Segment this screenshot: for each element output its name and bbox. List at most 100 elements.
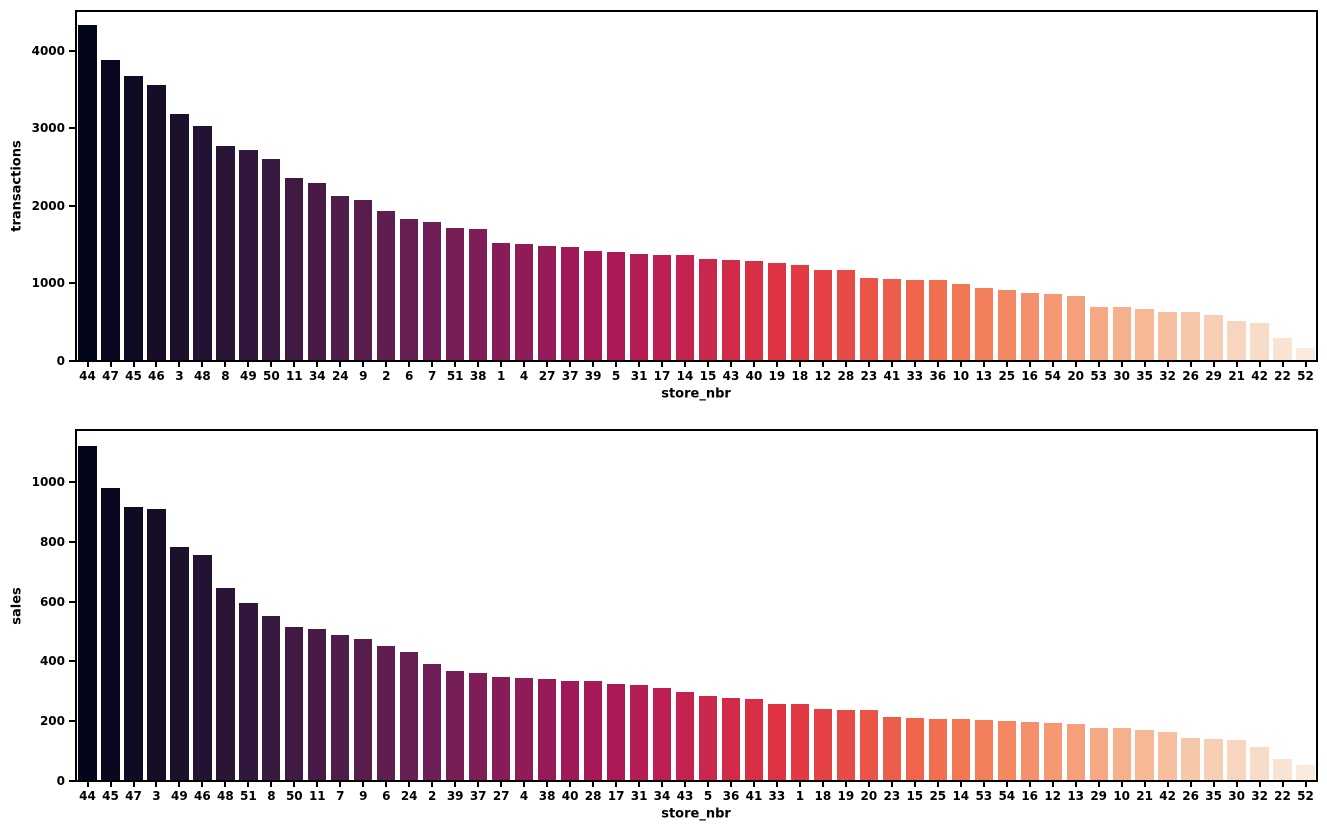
bar-store-39: [446, 670, 465, 781]
x-tick-mark: [1051, 781, 1054, 787]
x-tick-label: 26: [1182, 369, 1199, 383]
x-tick-mark: [454, 361, 457, 367]
bar-store-50: [262, 159, 281, 361]
x-tick-mark: [132, 361, 135, 367]
bar-store-2: [377, 210, 396, 361]
x-tick-mark: [775, 361, 778, 367]
x-tick-mark: [316, 781, 319, 787]
bar-store-7: [331, 635, 350, 781]
x-tick-label: 9: [359, 789, 368, 803]
bar-store-1: [790, 704, 810, 781]
x-tick-label: 29: [1205, 369, 1222, 383]
bar-store-26: [1181, 737, 1200, 781]
bar-store-42: [1158, 732, 1177, 781]
x-tick-label: 40: [745, 369, 763, 383]
x-tick-mark: [844, 781, 847, 787]
x-tick-label: 25: [929, 789, 947, 803]
bar-store-53: [1089, 306, 1108, 361]
y-tick-mark: [69, 204, 75, 207]
x-tick-label: 25: [998, 369, 1016, 383]
x-tick-mark: [798, 361, 801, 367]
x-tick-label: 11: [285, 369, 303, 383]
x-tick-mark: [775, 781, 778, 787]
x-tick-mark: [798, 781, 801, 787]
x-tick-label: 37: [469, 789, 487, 803]
x-tick-label: 6: [382, 789, 391, 803]
bar-store-33: [767, 703, 787, 781]
y-tick-label: 2000: [31, 198, 65, 213]
x-tick-mark: [1074, 361, 1077, 367]
x-tick-label: 50: [263, 369, 280, 383]
x-tick-mark: [707, 361, 709, 367]
x-tick-mark: [821, 361, 824, 367]
x-tick-mark: [753, 361, 755, 367]
x-tick-label: 46: [194, 789, 211, 803]
bar-store-54: [997, 720, 1016, 781]
x-tick-label: 28: [584, 789, 602, 803]
bar-store-46: [193, 555, 212, 781]
x-tick-mark: [1212, 781, 1215, 787]
x-tick-label: 42: [1251, 369, 1268, 383]
y-tick-label: 1000: [31, 276, 65, 291]
x-tick-label: 53: [975, 789, 993, 803]
x-tick-label: 37: [561, 369, 579, 383]
x-tick-mark: [707, 781, 709, 787]
x-tick-mark: [408, 781, 411, 787]
x-tick-label: 51: [446, 369, 464, 383]
x-tick-label: 13: [1067, 789, 1085, 803]
y-tick-mark: [69, 282, 75, 285]
x-tick-label: 10: [952, 369, 970, 383]
x-tick-label: 38: [469, 369, 487, 383]
bar-store-43: [721, 260, 741, 361]
bar-store-47: [124, 506, 143, 781]
x-tick-mark: [1304, 361, 1307, 367]
x-tick-label: 14: [952, 789, 970, 803]
bar-store-49: [170, 547, 189, 781]
bar-store-13: [974, 288, 993, 361]
x-tick-mark: [178, 781, 181, 787]
bar-store-21: [1135, 730, 1154, 781]
x-tick-label: 47: [102, 369, 119, 383]
x-tick-label: 24: [400, 789, 418, 803]
bar-store-24: [400, 652, 419, 781]
bar-store-34: [308, 182, 327, 361]
x-tick-label: 30: [1113, 369, 1131, 383]
x-tick-label: 41: [883, 369, 901, 383]
x-tick-mark: [247, 361, 250, 367]
bar-store-5: [698, 696, 718, 781]
x-tick-mark: [730, 781, 732, 787]
x-tick-mark: [201, 781, 204, 787]
bar-store-45: [101, 487, 120, 781]
x-tick-label: 41: [745, 789, 763, 803]
x-tick-mark: [592, 781, 595, 787]
x-tick-mark: [753, 781, 755, 787]
x-tick-label: 51: [240, 789, 257, 803]
bar-store-43: [675, 692, 695, 781]
x-tick-label: 43: [676, 789, 694, 803]
x-tick-mark: [500, 781, 503, 787]
x-tick-mark: [638, 781, 640, 787]
x-tick-mark: [385, 361, 388, 367]
x-tick-label: 53: [1090, 369, 1108, 383]
y-tick-mark: [69, 600, 75, 603]
x-tick-mark: [730, 361, 732, 367]
bar-store-40: [744, 260, 764, 361]
bar-store-36: [928, 280, 947, 361]
x-tick-label: 6: [405, 369, 414, 383]
x-tick-mark: [385, 781, 388, 787]
bar-store-30: [1112, 307, 1131, 361]
bar-store-17: [606, 683, 626, 781]
x-tick-mark: [408, 361, 411, 367]
x-tick-mark: [1166, 781, 1169, 787]
bar-store-38: [469, 228, 488, 361]
y-tick-mark: [69, 660, 75, 663]
x-tick-label: 21: [1228, 369, 1245, 383]
x-tick-mark: [1143, 781, 1146, 787]
x-tick-mark: [1097, 781, 1100, 787]
x-tick-label: 5: [611, 369, 621, 383]
y-tick-label: 600: [39, 594, 65, 609]
x-tick-label: 28: [837, 369, 855, 383]
x-tick-label: 8: [221, 369, 230, 383]
